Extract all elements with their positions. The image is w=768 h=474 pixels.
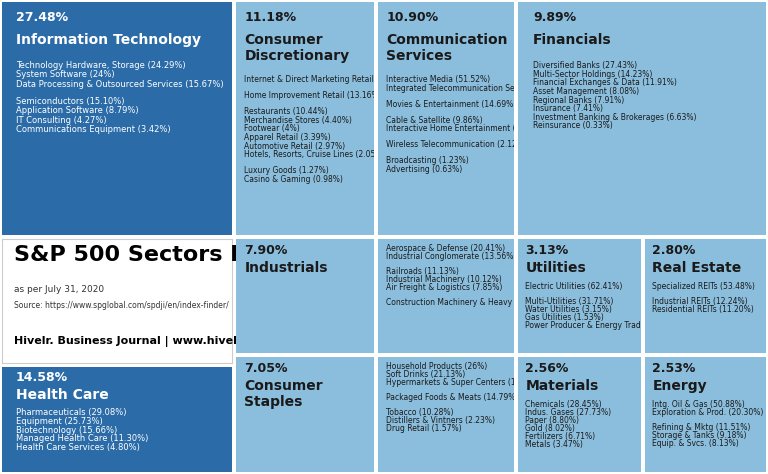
Text: Utilities: Utilities: [525, 261, 586, 275]
Text: 11.18%: 11.18%: [244, 11, 296, 24]
Text: Hotels, Resorts, Cruise Lines (2.05%): Hotels, Resorts, Cruise Lines (2.05%): [244, 150, 386, 159]
Text: Gold (8.02%): Gold (8.02%): [525, 424, 575, 433]
Text: Health Care Services (4.80%): Health Care Services (4.80%): [16, 443, 140, 452]
Text: Pharmaceuticals (29.08%): Pharmaceuticals (29.08%): [16, 408, 126, 417]
Text: 2.56%: 2.56%: [525, 362, 569, 374]
Text: Application Software (8.79%): Application Software (8.79%): [16, 106, 138, 115]
Text: Financials: Financials: [533, 33, 611, 47]
Text: 14.58%: 14.58%: [16, 371, 68, 384]
Text: Exploration & Prod. (20.30%): Exploration & Prod. (20.30%): [652, 408, 763, 417]
Text: Energy: Energy: [652, 379, 707, 393]
Text: Materials: Materials: [525, 379, 598, 393]
Text: Multi-Sector Holdings (14.23%): Multi-Sector Holdings (14.23%): [533, 70, 652, 79]
Text: Cable & Satellite (9.86%): Cable & Satellite (9.86%): [386, 116, 483, 125]
Text: Movies & Entertainment (14.69%): Movies & Entertainment (14.69%): [386, 100, 516, 109]
Text: Industrials: Industrials: [244, 261, 328, 275]
Text: Soft Drinks (21.13%): Soft Drinks (21.13%): [386, 370, 465, 379]
Text: Internet & Direct Marketing Retail (47.65%): Internet & Direct Marketing Retail (47.6…: [244, 75, 412, 84]
Text: Casino & Gaming (0.98%): Casino & Gaming (0.98%): [244, 175, 343, 184]
Text: Apparel Retail (3.39%): Apparel Retail (3.39%): [244, 133, 331, 142]
Text: Information Technology: Information Technology: [16, 33, 200, 47]
Text: System Software (24%): System Software (24%): [16, 71, 114, 80]
Text: Managed Health Care (11.30%): Managed Health Care (11.30%): [16, 434, 148, 443]
Text: Footwear (4%): Footwear (4%): [244, 125, 300, 133]
Text: Drug Retail (1.57%): Drug Retail (1.57%): [386, 424, 462, 433]
Text: Advertising (0.63%): Advertising (0.63%): [386, 165, 462, 174]
Text: Health Care: Health Care: [16, 388, 108, 402]
Text: as per July 31, 2020: as per July 31, 2020: [14, 285, 104, 294]
Text: Real Estate: Real Estate: [652, 261, 742, 275]
Text: Power Producer & Energy Trader (1.2%): Power Producer & Energy Trader (1.2%): [525, 321, 677, 330]
Text: 10.90%: 10.90%: [386, 11, 439, 24]
Text: Luxury Goods (1.27%): Luxury Goods (1.27%): [244, 166, 329, 175]
Text: Interactive Media (51.52%): Interactive Media (51.52%): [386, 75, 490, 84]
Text: Communication
Services: Communication Services: [386, 33, 508, 64]
Text: Construction Machinery & Heavy Trucks (6.61%): Construction Machinery & Heavy Trucks (6…: [386, 299, 571, 307]
Text: Packaged Foods & Meats (14.79%): Packaged Foods & Meats (14.79%): [386, 393, 518, 402]
Text: Biotechnology (15.66%): Biotechnology (15.66%): [16, 426, 117, 435]
Text: Consumer
Staples: Consumer Staples: [244, 379, 323, 409]
Text: Hypermarkets & Super Centers (17.15%): Hypermarkets & Super Centers (17.15%): [386, 378, 543, 387]
Text: Fertilizers (6.71%): Fertilizers (6.71%): [525, 432, 595, 441]
Text: Merchandise Stores (4.40%): Merchandise Stores (4.40%): [244, 116, 353, 125]
Text: Diversified Banks (27.43%): Diversified Banks (27.43%): [533, 61, 637, 70]
Text: Reinsurance (0.33%): Reinsurance (0.33%): [533, 121, 613, 130]
Text: 27.48%: 27.48%: [16, 11, 68, 24]
Text: Storage & Tanks (9.18%): Storage & Tanks (9.18%): [652, 431, 746, 440]
Text: Gas Utilities (1.53%): Gas Utilities (1.53%): [525, 313, 604, 322]
Text: 9.89%: 9.89%: [533, 11, 576, 24]
Text: Restaurants (10.44%): Restaurants (10.44%): [244, 107, 328, 116]
Text: Specialized REITs (53.48%): Specialized REITs (53.48%): [652, 282, 755, 291]
Text: Automotive Retail (2.97%): Automotive Retail (2.97%): [244, 142, 346, 151]
Text: Hivelr. Business Journal | www.hivelr.com: Hivelr. Business Journal | www.hivelr.co…: [14, 336, 270, 346]
Text: Consumer
Discretionary: Consumer Discretionary: [244, 33, 349, 64]
Text: Household Products (26%): Household Products (26%): [386, 362, 488, 371]
Text: Industrial REITs (12.24%): Industrial REITs (12.24%): [652, 297, 748, 306]
Text: Paper (8.80%): Paper (8.80%): [525, 416, 579, 425]
Text: Insurance (7.41%): Insurance (7.41%): [533, 104, 603, 113]
Text: Intg. Oil & Gas (50.88%): Intg. Oil & Gas (50.88%): [652, 400, 745, 409]
Text: Water Utilities (3.15%): Water Utilities (3.15%): [525, 305, 612, 314]
Text: Semiconductors (15.10%): Semiconductors (15.10%): [16, 97, 124, 106]
Text: Investment Banking & Brokerages (6.63%): Investment Banking & Brokerages (6.63%): [533, 113, 697, 122]
Text: Aerospace & Defense (20.41%): Aerospace & Defense (20.41%): [386, 244, 505, 253]
Text: 7.05%: 7.05%: [244, 362, 288, 374]
Text: Equip. & Svcs. (8.13%): Equip. & Svcs. (8.13%): [652, 439, 739, 448]
Text: Financial Exchanges & Data (11.91%): Financial Exchanges & Data (11.91%): [533, 78, 677, 87]
Text: S&P 500 Sectors by Size: S&P 500 Sectors by Size: [14, 245, 319, 265]
Text: Source: https://www.spglobal.com/spdji/en/index-finder/: Source: https://www.spglobal.com/spdji/e…: [14, 301, 228, 310]
Text: Equipment (25.73%): Equipment (25.73%): [16, 417, 103, 426]
Text: Wireless Telecommunication (2.12%): Wireless Telecommunication (2.12%): [386, 140, 527, 149]
Text: Integrated Telecommunication Services (15.22%): Integrated Telecommunication Services (1…: [386, 84, 574, 93]
Text: Regional Banks (7.91%): Regional Banks (7.91%): [533, 96, 624, 105]
Text: Industrial Conglomerate (13.56%): Industrial Conglomerate (13.56%): [386, 252, 517, 261]
Text: Industrial Machinery (10.12%): Industrial Machinery (10.12%): [386, 275, 502, 284]
Text: Railroads (11.13%): Railroads (11.13%): [386, 267, 459, 276]
Text: Broadcasting (1.23%): Broadcasting (1.23%): [386, 156, 469, 165]
Text: Metals (3.47%): Metals (3.47%): [525, 440, 583, 449]
Text: Data Processing & Outsourced Services (15.67%): Data Processing & Outsourced Services (1…: [16, 80, 223, 89]
Text: Interactive Home Entertainment (4.18%): Interactive Home Entertainment (4.18%): [386, 125, 543, 133]
Text: Indus. Gases (27.73%): Indus. Gases (27.73%): [525, 408, 611, 417]
Text: Refining & Mktg (11.51%): Refining & Mktg (11.51%): [652, 423, 750, 432]
Text: Communications Equipment (3.42%): Communications Equipment (3.42%): [16, 125, 170, 134]
Text: Asset Management (8.08%): Asset Management (8.08%): [533, 87, 639, 96]
Text: Multi-Utilities (31.71%): Multi-Utilities (31.71%): [525, 297, 614, 306]
Text: Distillers & Vintners (2.23%): Distillers & Vintners (2.23%): [386, 417, 495, 426]
Text: 2.80%: 2.80%: [652, 244, 696, 256]
Text: Air Freight & Logistics (7.85%): Air Freight & Logistics (7.85%): [386, 283, 502, 292]
Text: Electric Utilities (62.41%): Electric Utilities (62.41%): [525, 282, 623, 291]
Text: Residential REITs (11.20%): Residential REITs (11.20%): [652, 305, 754, 314]
Text: Chemicals (28.45%): Chemicals (28.45%): [525, 400, 602, 409]
Text: IT Consulting (4.27%): IT Consulting (4.27%): [16, 116, 107, 125]
Text: Technology Hardware, Storage (24.29%): Technology Hardware, Storage (24.29%): [16, 61, 185, 70]
Text: 2.53%: 2.53%: [652, 362, 696, 374]
Text: Tobacco (10.28%): Tobacco (10.28%): [386, 409, 454, 418]
Text: Home Improvement Retail (13.16%): Home Improvement Retail (13.16%): [244, 91, 382, 100]
Text: 3.13%: 3.13%: [525, 244, 568, 256]
Text: 7.90%: 7.90%: [244, 244, 288, 256]
